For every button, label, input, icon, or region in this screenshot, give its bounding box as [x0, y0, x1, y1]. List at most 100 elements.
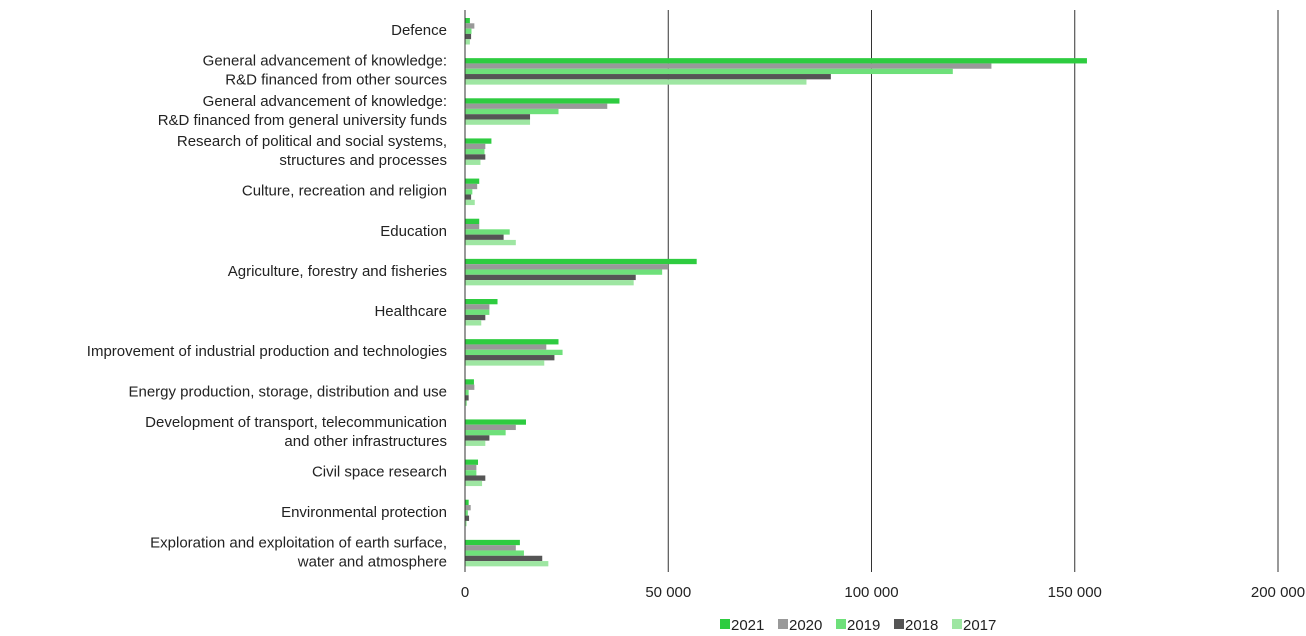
bar-2021 [465, 18, 470, 24]
category-labels: Defence General advancement of knowledge:… [87, 22, 447, 570]
bar-2019 [465, 189, 473, 195]
bar-2017 [465, 280, 634, 286]
bar-2020 [465, 103, 608, 109]
bar-2019 [465, 389, 469, 396]
legend-label: 2020 [789, 617, 822, 634]
x-tick-label: 0 [461, 584, 469, 601]
bar-2017 [465, 39, 470, 45]
bar-2020 [465, 304, 490, 310]
category-label-line: Research of political and social systems… [177, 133, 447, 150]
legend-label: 2018 [905, 617, 938, 634]
bar-2019 [465, 28, 472, 34]
bar-2018 [465, 314, 486, 321]
bar-2021 [465, 379, 474, 385]
category-label-line: Education [380, 223, 447, 240]
bar-2017 [465, 119, 531, 125]
category-label-line: General advancement of knowledge: [203, 93, 447, 110]
bar-2020 [465, 183, 478, 190]
x-tick-label: 150 000 [1048, 584, 1102, 601]
category-label-line: General advancement of knowledge: [203, 53, 447, 70]
bar-2017 [465, 520, 467, 527]
bar-2019 [465, 349, 563, 356]
category-label-line: and other infrastructures [284, 433, 447, 450]
bar-2017 [465, 79, 807, 85]
x-tick-label: 50 000 [645, 584, 691, 601]
legend-swatch-2018 [894, 619, 904, 629]
bar-2021 [465, 499, 469, 506]
legend-label: 2019 [847, 617, 880, 634]
bar-2018 [465, 274, 636, 281]
bar-2018 [465, 234, 504, 240]
category-label-line: Energy production, storage, distribution… [128, 383, 447, 400]
category-label-line: Defence [391, 22, 447, 39]
bar-2017 [465, 199, 475, 206]
bar-2019 [465, 550, 524, 556]
x-tick-label: 100 000 [844, 584, 898, 601]
category-label-line: Agriculture, forestry and fisheries [228, 263, 447, 280]
category-label: Healthcare [374, 303, 447, 320]
category-label: General advancement of knowledge: R&D fin… [203, 53, 447, 89]
category-label-line: water and atmosphere [297, 553, 447, 570]
bar-2020 [465, 264, 669, 270]
bar-2021 [465, 58, 1087, 64]
bar-2021 [465, 419, 526, 425]
bar-2020 [465, 424, 516, 431]
bar-2020 [465, 63, 992, 69]
bar-2020 [465, 224, 480, 230]
bar-2019 [465, 309, 490, 315]
bar-2019 [465, 229, 510, 235]
bar-2019 [465, 470, 477, 476]
gridlines [667, 10, 1279, 572]
category-label: Agriculture, forestry and fisheries [228, 263, 447, 280]
legend-swatch-2021 [720, 619, 730, 629]
bar-2017 [465, 159, 481, 165]
legend-label: 2017 [963, 617, 996, 634]
category-label: Education [380, 223, 447, 240]
legend-swatch-2019 [836, 619, 846, 629]
bar-2018 [465, 194, 472, 200]
bar-2020 [465, 344, 547, 350]
bar-2019 [465, 108, 559, 115]
category-label-line: Improvement of industrial production and… [87, 343, 447, 360]
category-label-line: Exploration and exploitation of earth su… [150, 534, 447, 551]
bar-2018 [465, 74, 831, 80]
bar-2020 [465, 505, 471, 511]
bar-2021 [465, 258, 697, 265]
bar-2020 [465, 464, 477, 471]
bar-2019 [465, 269, 663, 275]
bar-2021 [465, 138, 492, 144]
bar-2020 [465, 143, 486, 150]
category-label: Energy production, storage, distribution… [128, 383, 447, 400]
bar-2018 [465, 154, 486, 160]
bar-2019 [465, 149, 485, 155]
bar-2017 [465, 440, 486, 446]
bar-2021 [465, 459, 479, 465]
category-label: Culture, recreation and religion [242, 183, 447, 200]
legend-swatch-2020 [778, 619, 788, 629]
category-label: Environmental protection [281, 504, 447, 521]
category-label: Exploration and exploitation of earth su… [150, 534, 447, 570]
bar-2020 [465, 23, 475, 29]
bar-2021 [465, 98, 620, 104]
bar-2018 [465, 515, 470, 521]
category-label: Research of political and social systems… [177, 133, 447, 169]
category-label-line: Culture, recreation and religion [242, 183, 447, 200]
bar-2020 [465, 545, 516, 551]
bar-2017 [465, 480, 483, 487]
bar-2017 [465, 360, 545, 366]
bar-2019 [465, 430, 506, 436]
category-label: Civil space research [312, 464, 447, 481]
category-label-line: Environmental protection [281, 504, 447, 521]
bar-2018 [465, 114, 531, 120]
bar-2018 [465, 355, 555, 361]
x-tick-label: 200 000 [1251, 584, 1305, 601]
bar-2021 [465, 299, 498, 305]
legend: 2021 2020 2019 2018 2017 [720, 617, 996, 634]
legend-swatch-2017 [952, 619, 962, 629]
category-label-line: R&D financed from general university fun… [158, 112, 447, 129]
bar-2019 [465, 510, 468, 516]
category-label: Development of transport, telecommunicat… [145, 414, 447, 450]
legend-label: 2021 [731, 617, 764, 634]
bar-2021 [465, 218, 480, 225]
